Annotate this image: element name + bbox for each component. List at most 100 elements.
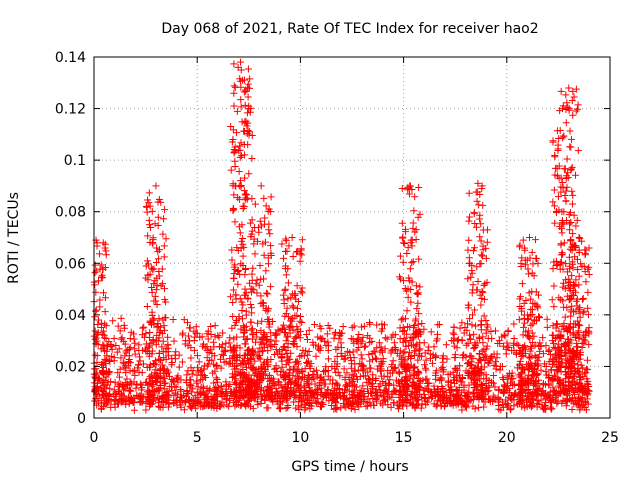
data-point <box>416 210 424 218</box>
data-point <box>116 365 124 373</box>
data-point <box>285 324 293 332</box>
data-point <box>571 253 579 261</box>
data-point <box>357 387 365 395</box>
data-point <box>487 328 495 336</box>
data-point <box>477 220 485 228</box>
data-point <box>472 342 480 350</box>
data-point <box>106 357 114 365</box>
data-point <box>561 343 569 351</box>
data-point <box>563 99 571 107</box>
data-point <box>257 399 265 407</box>
data-point <box>156 323 164 331</box>
data-point <box>303 336 311 344</box>
data-point <box>420 387 428 395</box>
data-point <box>554 340 562 348</box>
data-point <box>222 378 230 386</box>
data-point <box>280 342 288 350</box>
data-point <box>150 280 158 288</box>
data-point <box>231 402 239 410</box>
data-point <box>558 229 566 237</box>
data-point <box>557 367 565 375</box>
data-point <box>412 282 420 290</box>
data-point <box>407 286 415 294</box>
data-point <box>567 143 575 151</box>
data-point <box>409 323 417 331</box>
data-point <box>524 327 532 335</box>
data-point <box>94 321 102 329</box>
data-point <box>122 396 130 404</box>
data-point <box>568 353 576 361</box>
data-point <box>474 372 482 380</box>
data-point <box>471 306 479 314</box>
data-point <box>148 288 156 296</box>
data-point <box>576 401 584 409</box>
data-point <box>413 305 421 313</box>
data-point <box>542 368 550 376</box>
data-point <box>498 363 506 371</box>
data-point <box>91 281 99 289</box>
data-point <box>229 345 237 353</box>
data-point <box>100 327 108 335</box>
data-point <box>248 227 256 235</box>
data-point <box>316 347 324 355</box>
data-point <box>465 301 473 309</box>
data-point <box>478 381 486 389</box>
data-point <box>413 290 421 298</box>
data-point <box>399 315 407 323</box>
data-point <box>194 364 201 372</box>
data-point <box>278 325 286 333</box>
data-point <box>92 307 100 315</box>
y-tick-label: 0.12 <box>55 102 86 118</box>
data-point <box>555 135 563 143</box>
data-point <box>532 254 540 262</box>
data-point <box>366 399 374 407</box>
data-point <box>434 321 442 329</box>
data-point <box>391 387 399 395</box>
data-point <box>261 343 269 351</box>
data-point <box>144 395 152 403</box>
data-point <box>516 243 524 251</box>
data-point <box>157 282 165 290</box>
data-point <box>513 340 521 348</box>
data-point <box>125 387 133 395</box>
data-point <box>248 195 256 203</box>
data-point <box>239 76 247 84</box>
data-point <box>293 282 301 290</box>
data-point <box>484 334 492 342</box>
data-point <box>452 401 460 409</box>
data-point <box>409 364 417 372</box>
data-point <box>284 401 292 409</box>
data-point <box>428 394 436 402</box>
data-point <box>230 60 238 68</box>
data-point <box>91 351 99 359</box>
data-point <box>240 291 248 299</box>
data-point <box>582 278 590 286</box>
data-point <box>414 320 422 328</box>
data-point <box>416 345 424 353</box>
data-point <box>366 339 374 347</box>
data-point <box>575 335 583 343</box>
data-point <box>392 376 400 384</box>
data-point <box>536 347 544 355</box>
data-point <box>452 365 460 373</box>
data-point <box>579 294 587 302</box>
data-point <box>288 234 296 241</box>
data-point <box>566 226 574 234</box>
data-point <box>497 406 505 414</box>
data-point <box>188 404 196 412</box>
data-point <box>575 381 583 389</box>
data-point <box>407 353 415 361</box>
data-point <box>479 395 487 403</box>
data-point <box>454 336 462 344</box>
data-point <box>123 375 131 383</box>
data-point <box>488 378 496 386</box>
data-point <box>169 315 177 323</box>
y-tick-label: 0 <box>77 411 86 427</box>
data-point <box>475 368 483 376</box>
data-point <box>217 389 225 397</box>
data-point <box>379 401 387 409</box>
data-point <box>379 392 387 400</box>
data-point <box>370 348 378 356</box>
data-point <box>210 404 218 412</box>
data-point <box>160 253 168 261</box>
